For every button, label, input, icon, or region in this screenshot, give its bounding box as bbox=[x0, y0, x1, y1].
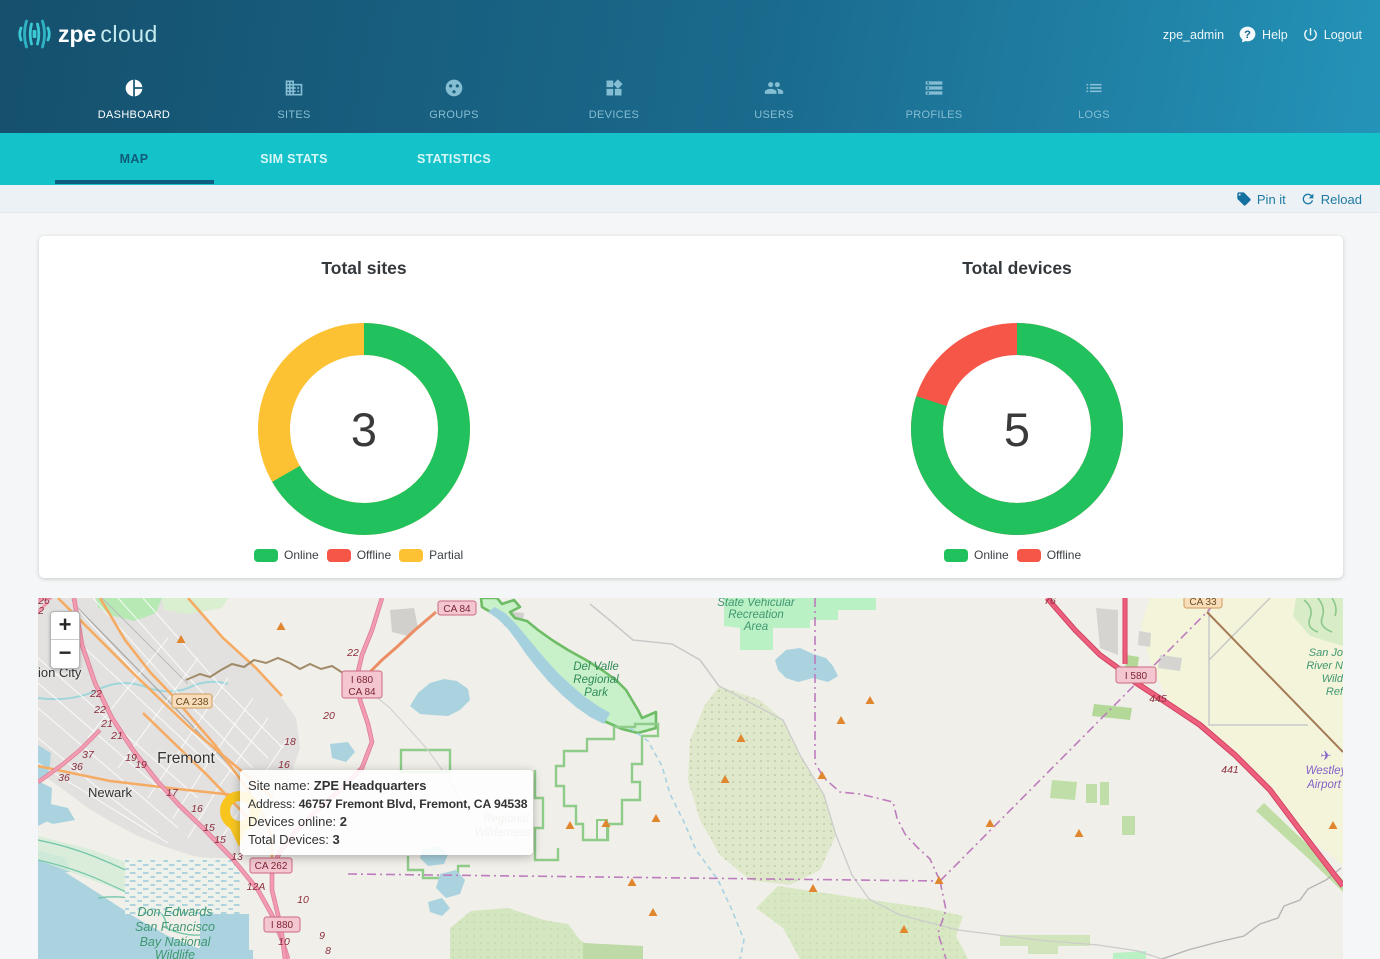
svg-text:Regional: Regional bbox=[573, 674, 619, 686]
svg-text:22: 22 bbox=[89, 688, 102, 700]
svg-text:17: 17 bbox=[166, 787, 179, 799]
svg-text:22: 22 bbox=[93, 704, 106, 716]
svg-text:Airport: Airport bbox=[1306, 779, 1342, 791]
svg-text:San Jo: San Jo bbox=[1309, 647, 1343, 659]
svg-text:?: ? bbox=[1244, 29, 1251, 41]
svg-text:13: 13 bbox=[231, 851, 243, 863]
svg-text:26: 26 bbox=[38, 598, 50, 607]
svg-text:Recreation: Recreation bbox=[728, 609, 784, 621]
svg-text:State Vehicular: State Vehicular bbox=[717, 598, 796, 609]
svg-text:I 580: I 580 bbox=[1125, 671, 1148, 682]
svg-text:2: 2 bbox=[38, 605, 44, 617]
svg-text:22: 22 bbox=[346, 647, 359, 659]
svg-text:10: 10 bbox=[278, 936, 290, 948]
svg-text:12A: 12A bbox=[247, 881, 266, 893]
svg-text:Bay National: Bay National bbox=[140, 935, 212, 949]
svg-text:21: 21 bbox=[100, 718, 113, 730]
svg-text:19: 19 bbox=[135, 759, 147, 771]
svg-text:19: 19 bbox=[125, 752, 137, 764]
svg-text:Newark: Newark bbox=[88, 785, 133, 800]
svg-text:16: 16 bbox=[278, 759, 290, 771]
svg-text:San Francisco: San Francisco bbox=[135, 920, 215, 934]
svg-text:Wildlife: Wildlife bbox=[155, 948, 195, 959]
svg-text:Ref: Ref bbox=[1326, 686, 1343, 698]
svg-text:CA 238: CA 238 bbox=[176, 697, 209, 708]
svg-text:18: 18 bbox=[284, 736, 296, 748]
svg-text:I 880: I 880 bbox=[271, 920, 294, 931]
svg-text:Del Valle: Del Valle bbox=[573, 661, 619, 673]
svg-text:445: 445 bbox=[1149, 693, 1167, 705]
svg-text:16: 16 bbox=[191, 803, 203, 815]
svg-text:76: 76 bbox=[1044, 598, 1056, 607]
svg-text:CA 84: CA 84 bbox=[348, 687, 376, 698]
svg-text:Westley: Westley bbox=[1306, 765, 1343, 777]
svg-text:37: 37 bbox=[82, 749, 95, 761]
svg-text:Area: Area bbox=[743, 621, 768, 633]
svg-text:8: 8 bbox=[325, 945, 331, 957]
svg-text:21: 21 bbox=[110, 730, 123, 742]
svg-text:20: 20 bbox=[322, 710, 335, 722]
svg-text:Wild: Wild bbox=[1322, 673, 1343, 685]
svg-text:441: 441 bbox=[1221, 764, 1239, 776]
svg-text:I 680: I 680 bbox=[351, 675, 374, 686]
svg-text:Don Edwards: Don Edwards bbox=[137, 905, 212, 919]
svg-text:Fremont: Fremont bbox=[157, 750, 215, 767]
svg-text:River N: River N bbox=[1306, 660, 1343, 672]
svg-text:CA 84: CA 84 bbox=[443, 604, 471, 615]
svg-text:✈: ✈ bbox=[1321, 748, 1332, 763]
svg-text:Park: Park bbox=[584, 687, 609, 699]
svg-text:36: 36 bbox=[58, 772, 70, 784]
svg-text:36: 36 bbox=[71, 761, 83, 773]
svg-text:CA 33: CA 33 bbox=[1189, 598, 1217, 608]
svg-text:9: 9 bbox=[319, 930, 325, 942]
svg-text:15: 15 bbox=[203, 822, 215, 834]
svg-text:10: 10 bbox=[297, 894, 309, 906]
svg-text:CA 262: CA 262 bbox=[255, 861, 288, 872]
svg-text:15: 15 bbox=[214, 834, 226, 846]
